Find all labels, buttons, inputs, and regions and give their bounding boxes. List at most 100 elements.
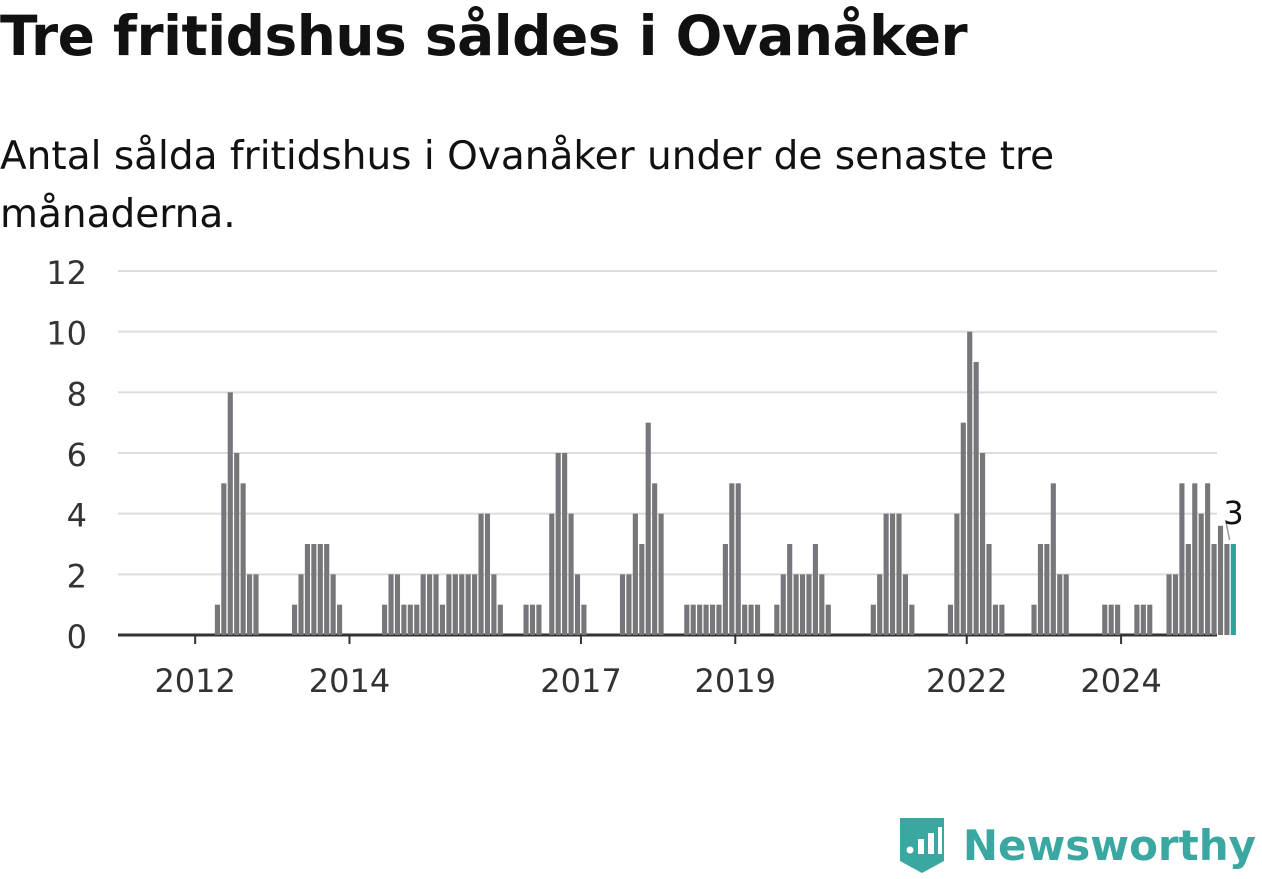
y-tick-label: 6 (67, 436, 87, 474)
x-tick-label: 2012 (154, 662, 235, 700)
bar (484, 513, 491, 635)
bar (433, 574, 439, 635)
bar (446, 574, 452, 635)
bar (722, 544, 728, 635)
bar (690, 604, 696, 635)
bar (1037, 544, 1044, 635)
bar (742, 604, 748, 635)
y-tick-label: 10 (46, 315, 87, 353)
bar (902, 574, 908, 635)
bar (427, 574, 433, 635)
bar (401, 604, 407, 635)
bar (870, 604, 876, 635)
annotation-leader (1224, 519, 1231, 541)
brand-name: Newsworthy (962, 820, 1256, 870)
bar (877, 574, 883, 635)
bar (562, 453, 568, 635)
bar (1057, 574, 1063, 635)
bar (523, 604, 529, 635)
bar (324, 544, 330, 635)
bar (806, 574, 812, 635)
bar (414, 604, 420, 635)
bar (774, 604, 780, 635)
bar (292, 604, 298, 635)
bar (388, 574, 394, 635)
bar (709, 604, 716, 635)
y-tick-label: 8 (67, 375, 87, 413)
newsworthy-logo: Newsworthy (897, 815, 1256, 875)
y-tick-label: 0 (67, 618, 87, 656)
newsworthy-logo-icon (899, 818, 944, 873)
bar (697, 604, 703, 635)
y-axis-ticks: 0 2 4 6 8 10 12 (46, 254, 87, 656)
bar (311, 544, 317, 635)
bar (407, 604, 413, 635)
bar (793, 574, 799, 635)
bar (787, 544, 793, 635)
x-tick-label: 2024 (1080, 662, 1161, 700)
bar (980, 453, 986, 635)
bar (883, 513, 889, 635)
bar-chart: 0 2 4 6 8 10 12 2012 2014 2017 2019 2022 2024 3 (46, 254, 1244, 700)
bar (626, 574, 632, 635)
bar (954, 513, 960, 635)
bar (420, 574, 426, 635)
x-tick-label: 2022 (926, 662, 1007, 700)
bar (947, 604, 953, 635)
latest-value-label: 3 (1223, 494, 1243, 532)
x-tick-label: 2017 (540, 662, 621, 700)
bar (459, 574, 465, 635)
bar (394, 574, 401, 635)
bar (780, 574, 786, 635)
bar (298, 574, 304, 635)
bar (1063, 574, 1069, 635)
y-tick-label: 12 (46, 254, 87, 292)
bar (497, 604, 503, 635)
bar (967, 331, 973, 635)
bar (1140, 604, 1146, 635)
bar (1147, 604, 1153, 635)
bar (1192, 483, 1198, 635)
bar (716, 604, 722, 635)
bar (1108, 604, 1114, 635)
bar (234, 453, 240, 635)
bar (992, 604, 999, 635)
bar (439, 604, 446, 635)
bar (1179, 483, 1185, 635)
bar (337, 604, 343, 635)
bar (536, 604, 542, 635)
bar (960, 422, 966, 635)
bar (549, 513, 555, 635)
bar (986, 544, 992, 635)
bar (1031, 604, 1037, 635)
bar (819, 574, 825, 635)
bar (973, 362, 979, 635)
bar (1115, 604, 1121, 635)
bar (1050, 483, 1056, 635)
bar (317, 544, 323, 635)
bar (684, 604, 690, 635)
bar (652, 483, 658, 635)
bar (1166, 574, 1172, 635)
bar (799, 574, 806, 635)
bar (1217, 525, 1224, 635)
bar (748, 604, 754, 635)
bar (1198, 513, 1204, 635)
bar (452, 574, 458, 635)
annotations: 3 (1223, 494, 1244, 541)
bar (825, 604, 831, 635)
bar (812, 544, 818, 635)
chart-title: Tre fritidshus såldes i Ovanåker (0, 4, 968, 68)
bar (896, 513, 902, 635)
x-tick-label: 2019 (695, 662, 776, 700)
bar (465, 574, 471, 635)
bar (304, 544, 310, 635)
x-tick-label: 2014 (309, 662, 390, 700)
bar (909, 604, 915, 635)
bar (1205, 483, 1211, 635)
bar (568, 513, 574, 635)
y-tick-label: 2 (67, 557, 87, 595)
x-axis-ticks: 2012 2014 2017 2019 2022 2024 (154, 635, 1162, 700)
bar (1211, 544, 1217, 635)
bar (1172, 574, 1179, 635)
